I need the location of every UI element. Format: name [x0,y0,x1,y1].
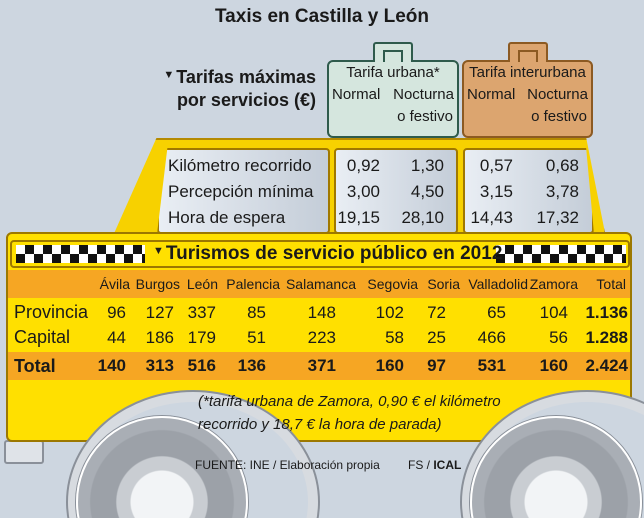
table-cell-total: 2.424 [585,356,628,375]
column-header: Palencia [226,276,280,292]
table-cell: 466 [477,328,506,347]
taxi-window-urbana [334,148,458,234]
col-normal: Normal [467,86,516,103]
column-header: Burgos [135,276,180,292]
tarifa-cell: 17,32 [536,208,579,227]
credit-prefix: FS / [408,458,434,472]
column-header: León [186,276,218,292]
col-festivo: o festivo [531,108,587,125]
table-cell-total: 1.136 [585,303,628,322]
tarifa-cell: 1,30 [410,156,444,175]
turismos-title: Turismos de servicio público en 2012 [165,243,503,264]
tarifa-cell: 14,43 [470,208,513,227]
tarifa-cell: 4,50 [410,182,444,201]
tarifa-row-label: Percepción mínima [168,182,314,201]
table-cell: 44 [107,328,126,347]
suitcase-handle-icon [507,42,548,62]
table-cell: 127 [145,303,174,322]
tarifa-urbana-suitcase: Tarifa urbana* Normal Nocturna o festivo [327,42,459,138]
row-label: Capital [14,327,71,347]
footnote: (*tarifa urbana de Zamora, 0,90 € el kil… [198,390,501,436]
table-cell: 223 [307,328,336,347]
taxi-window-labels [157,148,330,234]
column-header: Soria [427,276,460,292]
tarifa-cell: 3,00 [346,182,380,201]
tarifas-heading-line1: Tarifas máximas [176,67,316,87]
table-cell: 85 [247,303,266,322]
footnote-line1: (*tarifa urbana de Zamora, 0,90 € el kil… [198,393,501,410]
table-cell-total: 371 [307,356,336,375]
tarifa-cell: 19,15 [337,208,380,227]
tarifa-interurbana-title: Tarifa interurbana [469,64,586,81]
checker-pattern-icon [496,245,626,263]
tarifa-cell: 3,15 [479,182,513,201]
tarifa-cell: 3,78 [545,182,579,201]
col-normal: Normal [332,86,381,103]
tarifas-heading-line2: por servicios (€) [176,90,316,110]
table-cell-total: 313 [145,356,174,375]
tarifa-cell: 0,68 [545,156,579,175]
triangle-icon: ▼ [153,245,164,257]
table-cell: 104 [539,303,568,322]
credit-agency: ICAL [433,458,462,472]
table-header-band [8,270,630,298]
table-cell: 102 [375,303,404,322]
table-cell: 337 [187,303,216,322]
table-cell: 186 [145,328,174,347]
table-cell-total: 97 [427,356,446,375]
rear-bumper [4,440,44,464]
table-cell: 51 [247,328,266,347]
table-cell-total: 531 [477,356,506,375]
tarifa-row-label: Kilómetro recorrido [168,156,312,175]
table-total-band [8,352,630,380]
table-cell-total: 1.288 [585,328,628,347]
table-cell: 179 [187,328,216,347]
table-cell: 65 [487,303,506,322]
column-header: Total [596,276,626,292]
table-cell: 58 [385,328,404,347]
table-cell-total: 160 [375,356,404,375]
row-label: Total [14,356,56,376]
col-festivo: o festivo [397,108,453,125]
column-header: Ávila [99,276,130,292]
column-header: Valladolid [468,276,528,292]
row-label: Provincia [14,302,89,322]
tarifa-cell: 0,57 [479,156,513,175]
credit-text: FS / ICAL [408,458,461,472]
table-cell: 25 [427,328,446,347]
table-cell-total: 516 [187,356,216,375]
source-text: FUENTE: INE / Elaboración propia [195,458,380,472]
triangle-icon: ▼ [163,69,175,81]
table-cell-total: 140 [97,356,126,375]
tarifa-cell: 0,92 [346,156,380,175]
suitcase-handle-icon [373,42,413,62]
col-nocturna: Nocturna [527,86,588,103]
table-cell-total: 160 [539,356,568,375]
footnote-line2: recorrido y 18,7 € la hora de parada) [198,416,442,433]
tarifa-cell: 28,10 [401,208,444,227]
column-header: Salamanca [285,276,356,292]
col-nocturna: Nocturna [393,86,454,103]
table-cell-total: 136 [237,356,266,375]
tarifa-row-label: Hora de espera [168,208,286,227]
table-cell: 72 [427,303,446,322]
tarifas-heading: ▼ Tarifas máximas por servicios (€) [160,64,316,112]
turismos-heading: ▼ Turismos de servicio público en 2012 [153,243,502,265]
table-body-band [8,298,630,350]
column-header: Segovia [367,276,418,292]
checker-pattern-icon [16,245,145,263]
table-cell: 148 [307,303,336,322]
infographic-title: Taxis en Castilla y León [214,6,429,27]
tarifa-urbana-title: Tarifa urbana* [346,64,440,81]
column-header: Zamora [529,276,578,292]
table-cell: 56 [549,328,568,347]
table-cell: 96 [107,303,126,322]
tarifa-interurbana-suitcase: Tarifa interurbana Normal Nocturna o fest… [462,42,593,138]
